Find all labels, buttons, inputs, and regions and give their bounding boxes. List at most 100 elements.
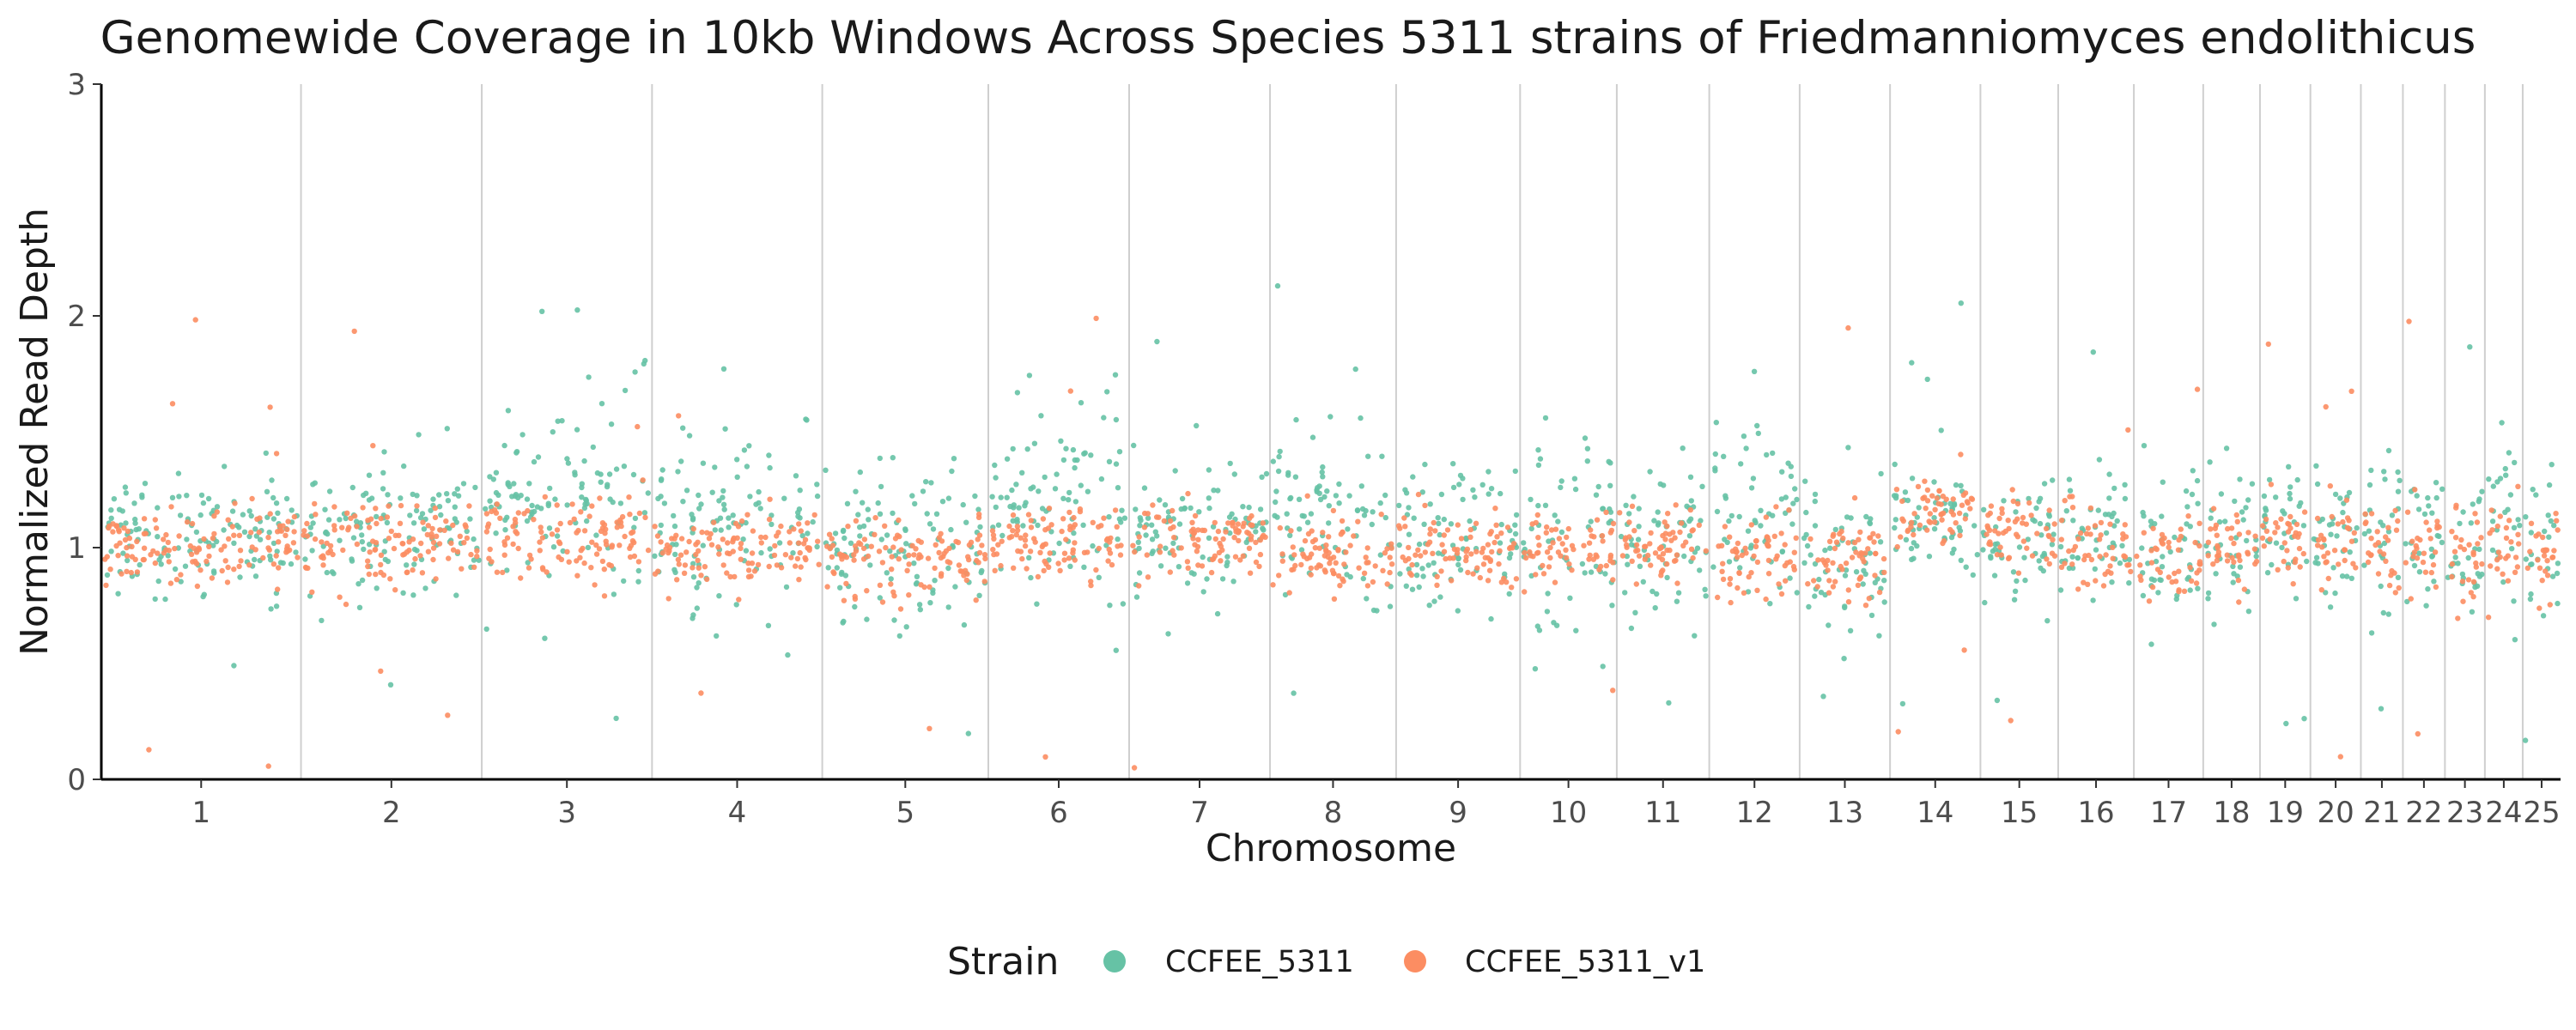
data-point bbox=[1157, 549, 1163, 555]
data-point bbox=[1397, 571, 1403, 577]
data-point bbox=[1783, 578, 1789, 584]
data-point bbox=[1838, 563, 1844, 570]
data-point bbox=[2196, 542, 2202, 549]
data-point bbox=[1498, 490, 1504, 497]
data-point bbox=[1498, 521, 1504, 528]
data-point bbox=[930, 526, 937, 532]
data-point bbox=[2045, 532, 2051, 539]
data-point bbox=[367, 549, 373, 555]
data-point bbox=[1042, 474, 1048, 481]
data-point bbox=[690, 525, 696, 532]
data-point bbox=[1845, 445, 1851, 451]
data-point bbox=[1112, 372, 1119, 378]
legend: Strain CCFEE_5311 CCFEE_5311_v1 bbox=[947, 940, 1705, 984]
data-point bbox=[569, 501, 575, 507]
data-point bbox=[1857, 529, 1863, 536]
data-point bbox=[1117, 552, 1124, 558]
data-point bbox=[909, 493, 915, 499]
data-point bbox=[927, 521, 933, 527]
data-point bbox=[1840, 535, 1846, 542]
data-point bbox=[2304, 558, 2310, 565]
data-point bbox=[2207, 459, 2213, 465]
data-point bbox=[155, 578, 161, 585]
data-point bbox=[574, 427, 580, 433]
data-point bbox=[1915, 483, 1922, 490]
data-point bbox=[1406, 505, 1412, 511]
data-point bbox=[1779, 469, 1785, 475]
data-point bbox=[134, 538, 140, 544]
data-point bbox=[803, 416, 809, 422]
data-point bbox=[1618, 533, 1625, 540]
data-point bbox=[1063, 445, 1069, 451]
data-point bbox=[903, 624, 909, 630]
data-point bbox=[2070, 518, 2076, 524]
data-point bbox=[2385, 524, 2391, 530]
data-point bbox=[757, 506, 763, 512]
data-point bbox=[785, 651, 791, 658]
data-point bbox=[1231, 535, 1237, 541]
data-point bbox=[290, 540, 297, 546]
data-point bbox=[659, 476, 665, 482]
data-point bbox=[464, 528, 470, 535]
data-point bbox=[2084, 530, 2090, 537]
data-point bbox=[2110, 544, 2116, 550]
data-point bbox=[2222, 518, 2228, 524]
data-point bbox=[2241, 586, 2248, 592]
data-point bbox=[1299, 512, 1305, 519]
data-point bbox=[2414, 555, 2421, 561]
data-point bbox=[1034, 601, 1040, 607]
data-point bbox=[1382, 514, 1389, 521]
data-point bbox=[172, 566, 179, 573]
data-point bbox=[1764, 541, 1771, 548]
data-point bbox=[2151, 577, 2158, 584]
data-point bbox=[981, 552, 988, 558]
data-point bbox=[2476, 546, 2482, 553]
data-point bbox=[1409, 561, 1415, 568]
data-point bbox=[1088, 452, 1094, 458]
data-point bbox=[1072, 540, 1078, 546]
data-point bbox=[366, 524, 373, 530]
data-point bbox=[1436, 520, 1442, 527]
data-point bbox=[1345, 526, 1351, 532]
data-point bbox=[589, 503, 595, 509]
data-point bbox=[1276, 573, 1282, 579]
data-point bbox=[1652, 550, 1659, 556]
data-point bbox=[1770, 450, 1776, 457]
data-point bbox=[192, 317, 198, 323]
data-point bbox=[2240, 517, 2246, 523]
data-point bbox=[1297, 526, 1303, 532]
data-point bbox=[578, 509, 584, 515]
data-point bbox=[1535, 462, 1542, 469]
data-point bbox=[2328, 531, 2334, 537]
data-point bbox=[2489, 547, 2496, 554]
data-point bbox=[825, 565, 831, 571]
data-point bbox=[1023, 500, 1029, 506]
legend-swatch-ccfee-5311-v1 bbox=[1404, 950, 1426, 972]
data-point bbox=[411, 561, 417, 567]
data-point bbox=[642, 514, 648, 521]
y-tick-label: 2 bbox=[67, 300, 86, 334]
data-point bbox=[1323, 547, 1329, 553]
data-point bbox=[2452, 535, 2459, 541]
data-point bbox=[925, 555, 932, 561]
data-point bbox=[410, 536, 416, 542]
data-point bbox=[1274, 514, 1280, 520]
data-point bbox=[927, 584, 933, 590]
data-point bbox=[1261, 532, 1267, 539]
data-point bbox=[1610, 688, 1616, 694]
data-point bbox=[2433, 494, 2439, 501]
data-point bbox=[2058, 518, 2065, 524]
data-point bbox=[2449, 529, 2455, 535]
x-tick-label: 9 bbox=[1449, 796, 1467, 830]
data-point bbox=[2293, 596, 2300, 602]
data-point bbox=[445, 498, 452, 504]
data-point bbox=[1071, 530, 1077, 536]
data-point bbox=[1290, 544, 1297, 550]
data-point bbox=[352, 513, 358, 519]
data-point bbox=[2025, 536, 2031, 542]
data-point bbox=[2010, 569, 2017, 575]
data-point bbox=[420, 519, 426, 525]
data-point bbox=[474, 548, 480, 554]
data-point bbox=[322, 506, 328, 512]
data-point bbox=[1534, 512, 1541, 518]
